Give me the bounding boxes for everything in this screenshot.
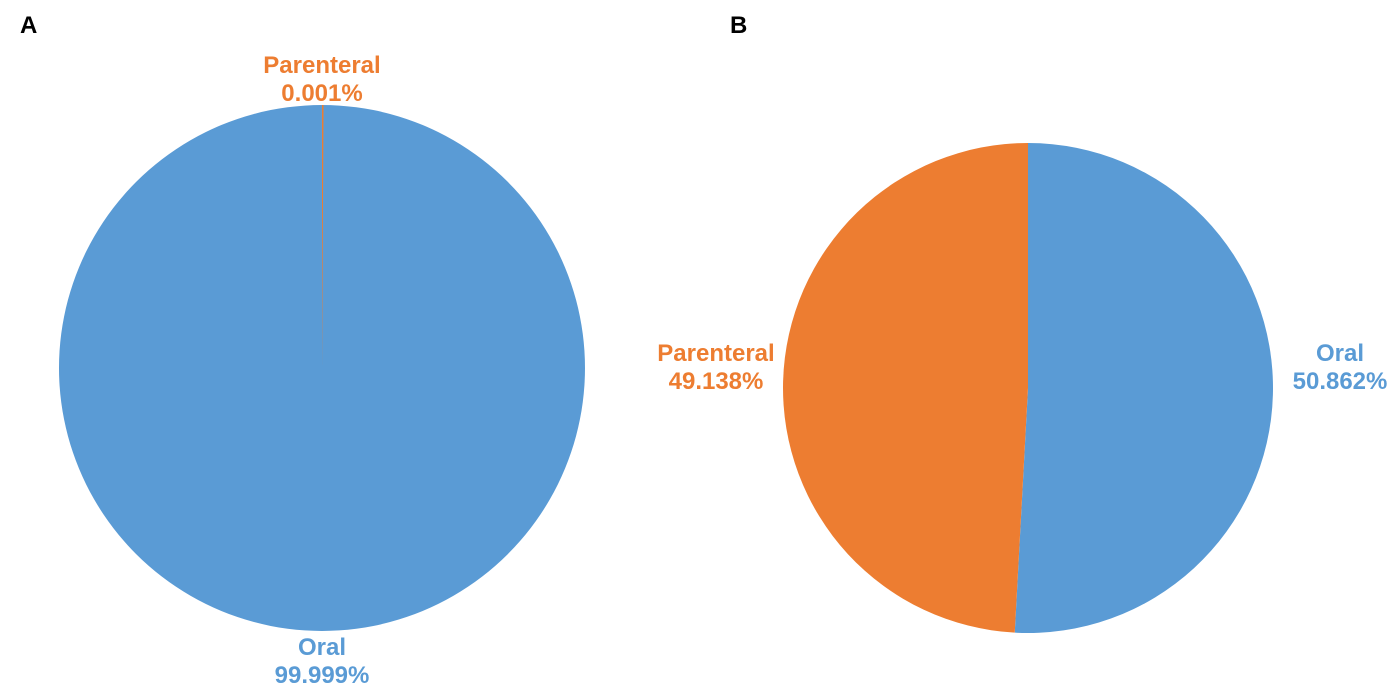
pie-chart-a-svg (57, 103, 587, 633)
pie-chart-a (57, 103, 587, 633)
chart-a-label-parenteral-name: Parenteral (192, 52, 452, 80)
chart-b-label-oral-name: Oral (1210, 340, 1400, 368)
chart-a-label-parenteral-pct: 0.001% (192, 80, 452, 108)
chart-b-label-parenteral: Parenteral 49.138% (586, 340, 846, 395)
pie-chart-b-svg (781, 141, 1275, 635)
chart-a-label-oral-pct: 99.999% (192, 662, 452, 689)
chart-b-label-parenteral-pct: 49.138% (586, 368, 846, 396)
chart-b-label-oral-pct: 50.862% (1210, 368, 1400, 396)
chart-a-label-oral: Oral 99.999% (192, 634, 452, 689)
panel-a-label: A (20, 12, 37, 40)
chart-b-label-oral: Oral 50.862% (1210, 340, 1400, 395)
chart-a-label-oral-name: Oral (192, 634, 452, 662)
panel-b-label: B (730, 12, 747, 40)
pie-chart-b (781, 141, 1275, 635)
chart-b-label-parenteral-name: Parenteral (586, 340, 846, 368)
chart-a-label-parenteral: Parenteral 0.001% (192, 52, 452, 107)
